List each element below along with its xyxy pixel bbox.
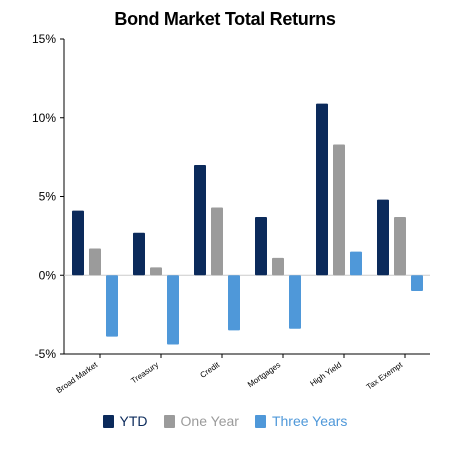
bar-one-year bbox=[89, 248, 101, 276]
x-tick-label: Mortgages bbox=[246, 360, 282, 389]
bar-ytd bbox=[194, 165, 206, 276]
y-tick-label: -5% bbox=[35, 347, 57, 361]
x-tick-label: Credit bbox=[199, 360, 222, 380]
legend: YTD One Year Three Years bbox=[0, 413, 450, 429]
bar-one-year bbox=[211, 207, 223, 276]
legend-swatch bbox=[163, 414, 175, 428]
bar-ytd bbox=[316, 103, 328, 276]
y-tick-label: 5% bbox=[39, 190, 57, 204]
bar-ytd bbox=[72, 210, 84, 276]
y-tick-label: 15% bbox=[32, 32, 56, 46]
bar-three-years bbox=[289, 275, 301, 329]
bar-one-year bbox=[394, 216, 406, 276]
bar-one-year bbox=[333, 144, 345, 276]
y-tick-label: 10% bbox=[32, 111, 56, 125]
legend-swatch bbox=[254, 414, 266, 428]
legend-item: Three Years bbox=[254, 413, 348, 429]
x-tick-label: High Yield bbox=[308, 360, 343, 388]
legend-item: One Year bbox=[163, 413, 239, 429]
bar-three-years bbox=[106, 275, 118, 337]
legend-label: One Year bbox=[180, 413, 239, 429]
y-tick-label: 0% bbox=[39, 268, 57, 282]
bar-ytd bbox=[377, 199, 389, 276]
bar-three-years bbox=[167, 275, 179, 345]
x-tick-label: Treasury bbox=[129, 360, 160, 385]
x-tick-label: Broad Market bbox=[55, 360, 100, 395]
bar-ytd bbox=[255, 216, 267, 276]
bar-three-years bbox=[228, 275, 240, 331]
x-tick-label: Tax Exempt bbox=[365, 360, 405, 392]
bar-one-year bbox=[150, 267, 162, 276]
bar-three-years bbox=[350, 251, 362, 276]
legend-item: YTD bbox=[102, 413, 148, 429]
bar-three-years bbox=[411, 275, 423, 291]
chart-title: Bond Market Total Returns bbox=[114, 9, 336, 29]
legend-label: Three Years bbox=[271, 413, 348, 429]
legend-swatch bbox=[102, 414, 114, 428]
bar-one-year bbox=[272, 257, 284, 276]
legend-label: YTD bbox=[119, 413, 148, 429]
bar-ytd bbox=[133, 232, 145, 276]
